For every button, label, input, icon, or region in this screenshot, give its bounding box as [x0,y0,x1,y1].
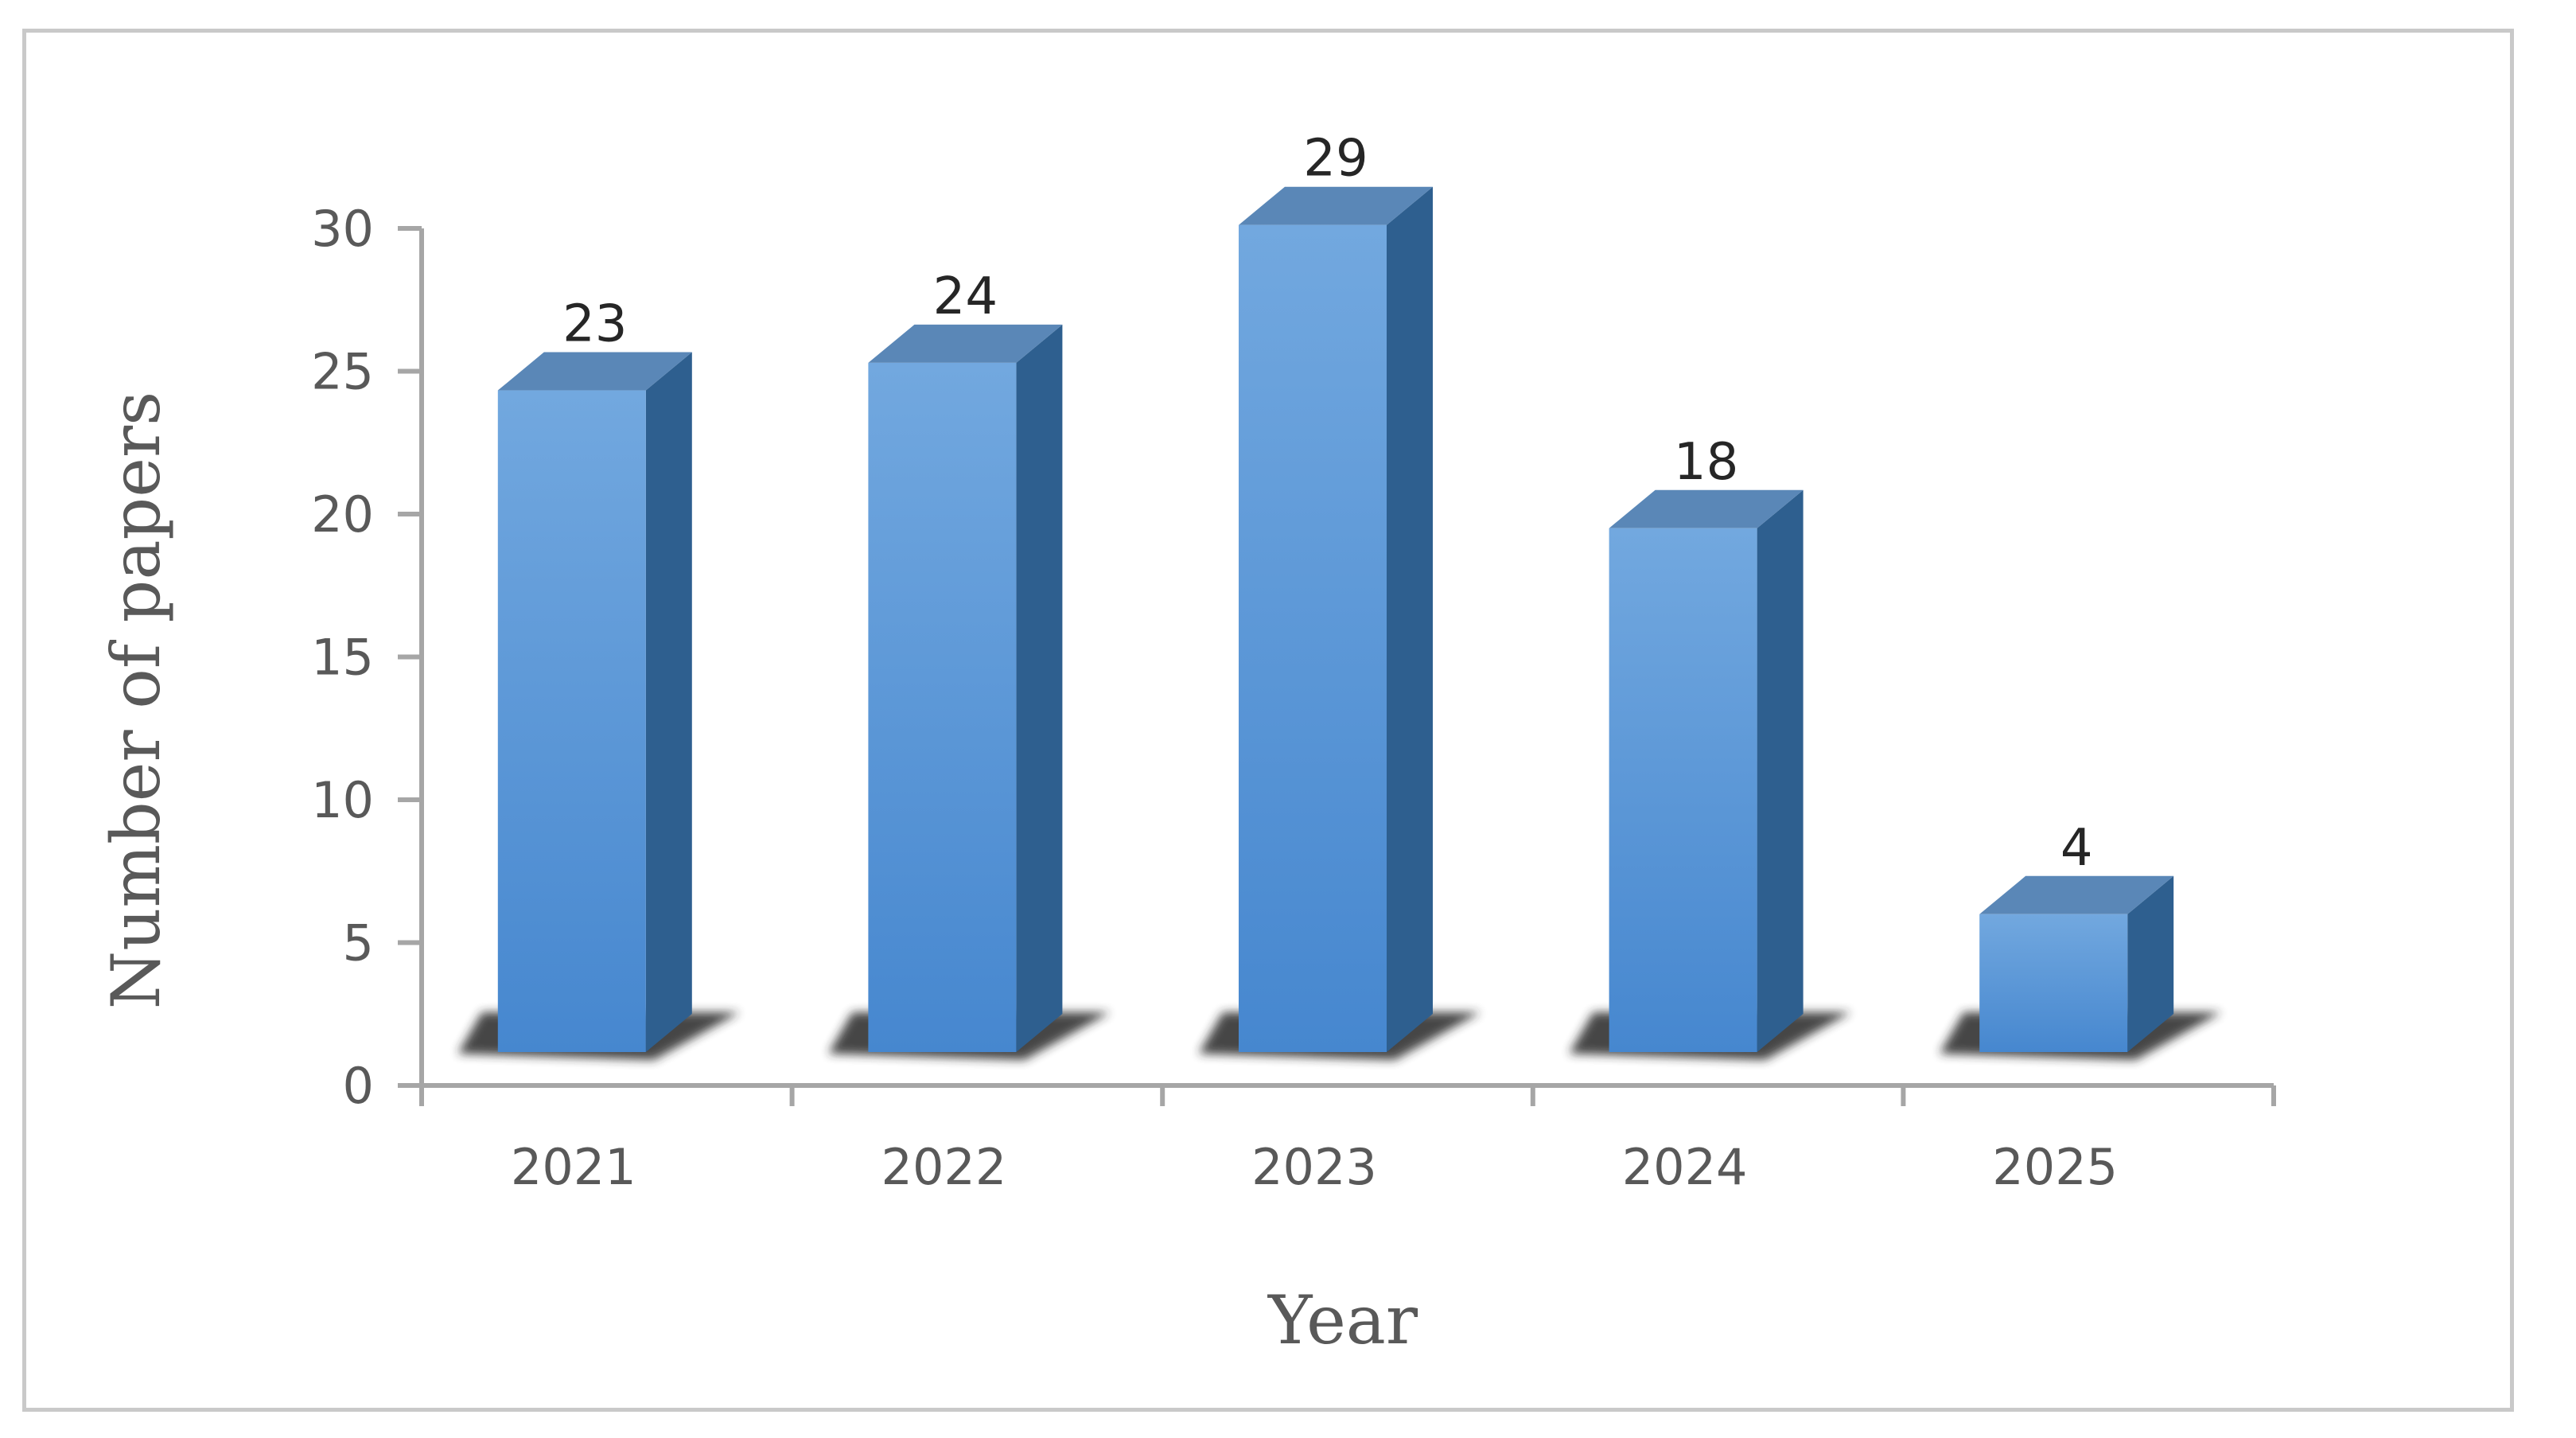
y-tick-label: 25 [311,343,374,401]
bar-top [1239,186,1433,225]
x-tick-label-2025: 2025 [1992,1138,2118,1196]
bar-2024 [1569,489,1851,1060]
bar-2022 [828,324,1111,1060]
bar-side [1016,324,1063,1053]
bars [457,186,2222,1060]
bar-side [2127,875,2174,1052]
bar-2023 [1199,186,1481,1060]
y-tick-label: 20 [311,485,374,544]
bar-top [1609,489,1804,528]
y-tick-label: 15 [311,629,374,687]
bar-side [645,352,692,1052]
bar-2021 [457,352,740,1060]
x-tick-label-2024: 2024 [1622,1138,1748,1196]
data-label-2024: 18 [1674,433,1738,492]
y-tick-label: 10 [311,771,374,829]
data-label-2022: 24 [933,267,998,326]
y-tick-label: 30 [311,200,374,258]
bar-front [1239,224,1387,1052]
bar-front [1979,914,2128,1052]
bar-top [497,352,692,391]
x-axis-title: Year [1267,1281,1418,1359]
y-axis-title: Number of papers [97,392,175,1010]
bar-2025 [1940,875,2222,1060]
y-tick-label: 5 [343,914,374,972]
axes [398,226,2276,1106]
bar-front [497,390,646,1052]
bar-front [868,362,1017,1053]
x-tick-label-2023: 2023 [1251,1138,1377,1196]
x-tick-label-2021: 2021 [511,1138,636,1196]
data-label-2025: 4 [2060,819,2093,878]
bar-top [868,324,1063,363]
y-tick-label: 0 [343,1057,374,1115]
bar-side [1387,186,1433,1052]
data-label-2021: 23 [562,295,627,354]
bar-side [1757,489,1804,1052]
bar-front [1609,528,1757,1052]
bar-top [1979,875,2174,914]
labels: 0510152025302320212420222920231820244202… [311,130,2118,1196]
data-label-2023: 29 [1303,130,1368,189]
x-tick-label-2022: 2022 [881,1138,1007,1196]
